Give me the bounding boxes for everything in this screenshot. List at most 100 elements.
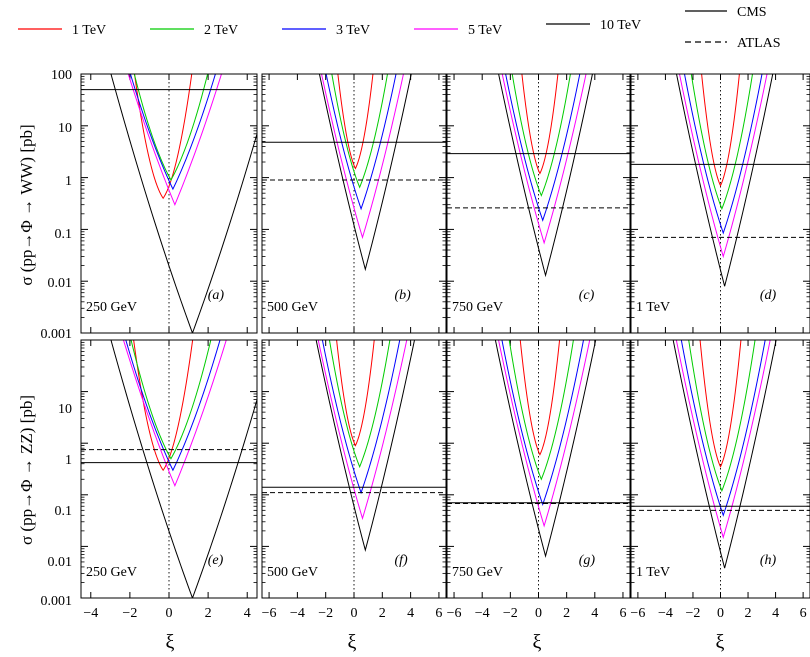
yticks-top: 100 10 1 0.1 0.01 0.001 bbox=[41, 68, 73, 342]
panel-a: 250 GeV (a) bbox=[80, 73, 258, 334]
curve-3tev bbox=[129, 74, 216, 191]
curve-3tev bbox=[680, 340, 766, 517]
panel-mass-label: 500 GeV bbox=[267, 565, 318, 580]
panel-frame bbox=[80, 339, 258, 599]
xtick-label: 2 bbox=[563, 606, 570, 621]
curve-10tev bbox=[110, 74, 257, 333]
panel-id-label: (a) bbox=[208, 288, 225, 303]
curve-5tev bbox=[321, 74, 404, 240]
yticks-bottom: 10 1 0.1 0.01 0.001 bbox=[41, 402, 73, 609]
xtick-label: −4 bbox=[83, 606, 98, 621]
xtick-label: −2 bbox=[686, 606, 701, 621]
xtick-label: 4 bbox=[772, 606, 779, 621]
xtick-label: −4 bbox=[475, 606, 490, 621]
panel-id-label: (b) bbox=[394, 288, 411, 303]
panel-c: 750 GeV (c) bbox=[446, 73, 631, 334]
curve-10tev bbox=[494, 340, 597, 559]
legend-label-cms: CMS bbox=[737, 5, 767, 20]
ytick-top-5: 0.001 bbox=[41, 327, 73, 342]
xtick-label: 0 bbox=[535, 606, 542, 621]
xlabel-1: ξ bbox=[166, 631, 175, 653]
curve-3tev bbox=[505, 74, 581, 222]
ylabel-bottom: σ (pp→Φ → ZZ) [pb] bbox=[17, 395, 36, 545]
xtick-label: 2 bbox=[745, 606, 752, 621]
xtick-label: −6 bbox=[447, 606, 462, 621]
panel-id-label: (g) bbox=[579, 553, 596, 568]
plot-area bbox=[631, 74, 810, 333]
curve-2tev bbox=[130, 340, 212, 460]
curve-2tev bbox=[331, 74, 388, 189]
xlabel-2: ξ bbox=[348, 631, 357, 653]
curve-10tev bbox=[676, 74, 774, 287]
panel-id-label: (h) bbox=[760, 553, 777, 568]
legend-label-10tev: 10 TeV bbox=[600, 18, 641, 33]
xtick-label: 4 bbox=[244, 606, 251, 621]
panel-id-label: (c) bbox=[579, 288, 595, 303]
ytick-top-0: 100 bbox=[51, 68, 72, 83]
curve-1tev bbox=[337, 74, 374, 170]
xtick-label: 6 bbox=[800, 606, 807, 621]
ytick-top-4: 0.01 bbox=[48, 276, 73, 291]
ytick-bottom-0: 10 bbox=[58, 402, 72, 417]
legend: 1 TeV 2 TeV 3 TeV 5 TeV 10 TeV CMS ATLAS bbox=[18, 5, 781, 51]
plot-area bbox=[262, 340, 446, 598]
xtick-label: 2 bbox=[205, 606, 212, 621]
curve-1tev bbox=[133, 340, 194, 472]
xtick-label: 0 bbox=[717, 606, 724, 621]
curve-3tev bbox=[125, 340, 221, 472]
panel-frame bbox=[261, 339, 447, 599]
xtick-label: 2 bbox=[379, 606, 386, 621]
panel-frame bbox=[630, 73, 810, 334]
curve-5tev bbox=[675, 340, 771, 540]
plot-area bbox=[81, 340, 257, 598]
ytick-top-1: 10 bbox=[58, 121, 72, 136]
ytick-bottom-3: 0.01 bbox=[48, 555, 73, 570]
curve-3tev bbox=[684, 74, 763, 235]
plot-area bbox=[447, 340, 630, 598]
curve-10tev bbox=[672, 340, 777, 569]
curve-5tev bbox=[678, 74, 768, 259]
panel-d: 1 TeV (d) bbox=[630, 73, 810, 334]
panel-frame bbox=[80, 73, 258, 334]
curve-5tev bbox=[498, 340, 591, 528]
curve-5tev bbox=[127, 74, 222, 207]
xtick-label: 4 bbox=[591, 606, 598, 621]
panel-id-label: (e) bbox=[208, 553, 224, 568]
xlabel-4: ξ bbox=[716, 631, 725, 653]
curve-3tev bbox=[501, 340, 585, 506]
panel-h: −6 −4 −2 0 2 4 6 1 TeV (h) bbox=[630, 339, 810, 621]
curve-1tev bbox=[699, 340, 742, 468]
plot-area bbox=[81, 74, 257, 333]
curve-1tev bbox=[134, 74, 193, 200]
curve-2tev bbox=[508, 340, 574, 481]
legend-label-3tev: 3 TeV bbox=[336, 23, 370, 38]
panel-frame bbox=[446, 73, 631, 334]
curve-2tev bbox=[328, 340, 391, 469]
curve-1tev bbox=[521, 74, 559, 175]
curve-5tev bbox=[317, 340, 408, 521]
xtick-label: −4 bbox=[658, 606, 673, 621]
legend-label-2tev: 2 TeV bbox=[204, 23, 238, 38]
xtick-label: 0 bbox=[351, 606, 358, 621]
ylabel-top: σ (pp→Φ → WW) [pb] bbox=[17, 124, 36, 285]
panel-mass-label: 250 GeV bbox=[86, 300, 137, 315]
panel-id-label: (f) bbox=[394, 553, 408, 568]
plot-area bbox=[631, 340, 810, 598]
panel-mass-label: 500 GeV bbox=[267, 300, 318, 315]
curve-2tev bbox=[688, 340, 756, 493]
panel-frame bbox=[446, 339, 631, 599]
panel-e: −4 −2 0 2 4 250 GeV (e) bbox=[80, 339, 258, 621]
curve-3tev bbox=[325, 74, 397, 211]
panel-mass-label: 750 GeV bbox=[452, 565, 503, 580]
xtick-label: −4 bbox=[290, 606, 305, 621]
legend-label-5tev: 5 TeV bbox=[468, 23, 502, 38]
curve-10tev bbox=[315, 340, 416, 552]
panel-frame bbox=[261, 73, 447, 334]
panel-mass-label: 250 GeV bbox=[86, 565, 137, 580]
xtick-label: −6 bbox=[262, 606, 277, 621]
xtick-label: 0 bbox=[166, 606, 173, 621]
panels: 250 GeV (a) 500 GeV (b) 750 GeV (c) 1 TeV (d) −4… bbox=[80, 73, 810, 621]
panel-mass-label: 1 TeV bbox=[636, 300, 670, 315]
ytick-top-2: 1 bbox=[65, 174, 72, 189]
xtick-label: −2 bbox=[503, 606, 518, 621]
